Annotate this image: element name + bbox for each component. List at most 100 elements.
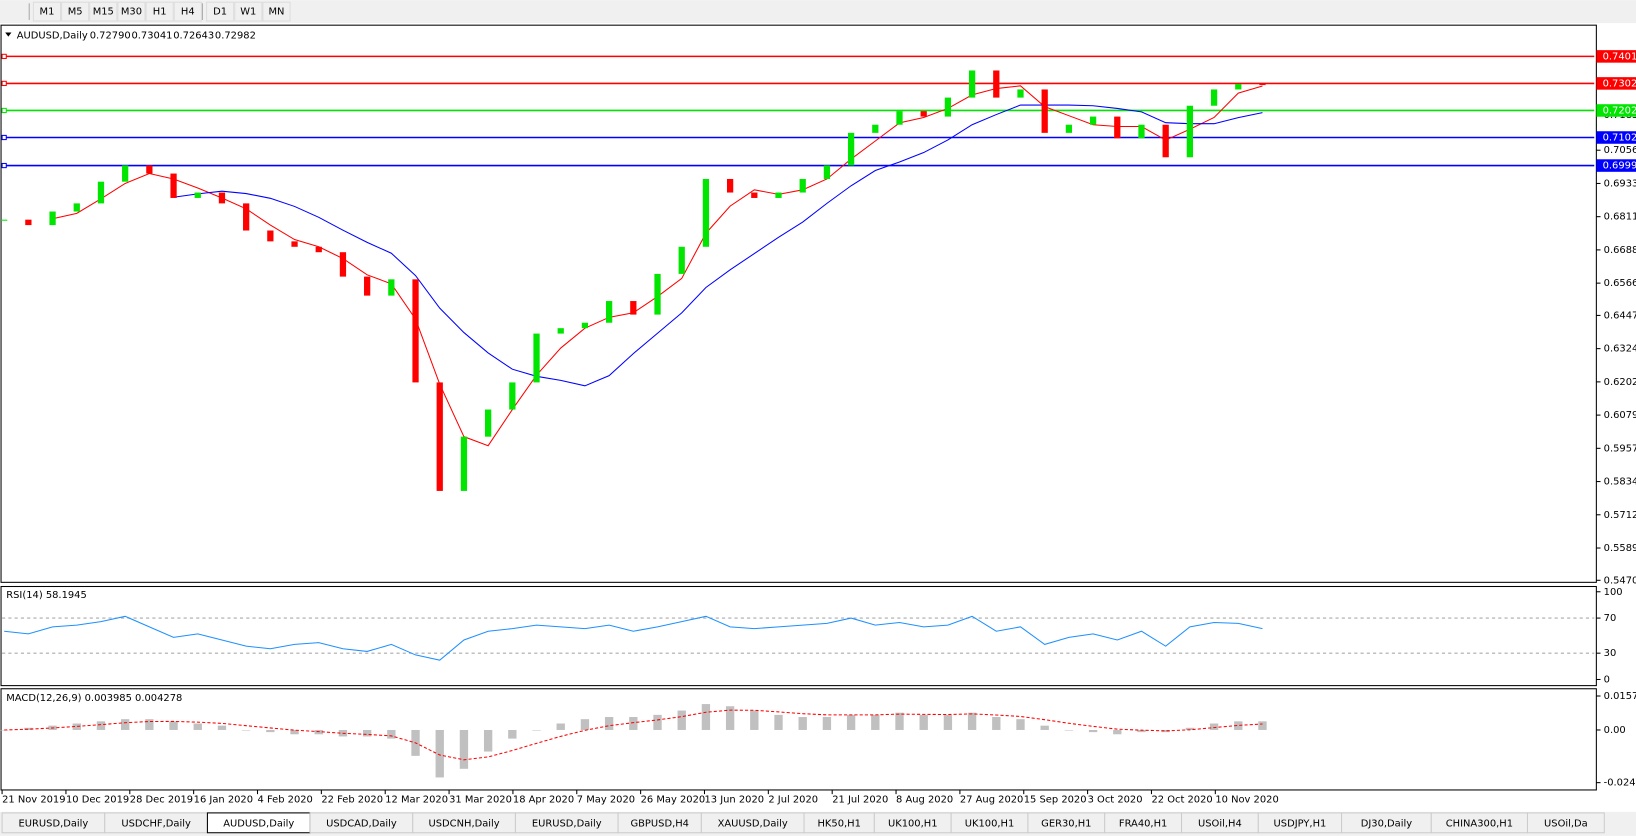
y-tick-label: 0.66885 (1604, 245, 1636, 256)
macd-bar (556, 723, 565, 730)
tab-label[interactable]: USOil,Da (1544, 818, 1588, 829)
tab-label[interactable]: USOil,H4 (1198, 818, 1242, 829)
tab-label[interactable]: EURUSD,Daily (532, 818, 602, 829)
timeframe-label[interactable]: D1 (213, 7, 227, 18)
timeframe-button[interactable] (206, 1, 235, 22)
tab[interactable] (1526, 812, 1605, 834)
y-tick-label: 0 (1604, 674, 1610, 685)
macd-bar (1113, 729, 1122, 735)
candle (630, 301, 637, 315)
macd-bar (435, 729, 444, 778)
candle (872, 124, 879, 133)
tab-label[interactable]: USDCNH,Daily (429, 818, 500, 829)
candle (122, 165, 129, 182)
tab-label[interactable]: UK100,H1 (965, 818, 1015, 829)
timeframe-label[interactable]: H4 (181, 7, 195, 18)
macd-bar (1088, 729, 1098, 733)
tab-label[interactable]: AUDUSD,Daily (223, 818, 294, 829)
macd-bar (1040, 725, 1049, 730)
candle (896, 111, 903, 125)
quote-value: 0.72643 (173, 31, 214, 42)
macd-bar (992, 717, 1001, 730)
macd-bar (774, 714, 783, 730)
macd-bar (362, 729, 372, 737)
tab-label[interactable]: GER30,H1 (1041, 818, 1091, 829)
x-tick-label: 3 Oct 2020 (1088, 794, 1143, 805)
macd-bar (483, 729, 493, 752)
timeframe-button[interactable] (61, 1, 90, 22)
timeframe-label[interactable]: M15 (93, 7, 114, 18)
tab-label[interactable]: CHINA300,H1 (1446, 818, 1513, 829)
header-arrow (5, 32, 12, 37)
x-tick-label: 22 Feb 2020 (321, 794, 383, 805)
macd-bar (241, 729, 251, 731)
candle (799, 178, 806, 193)
y-tick-label: 0.60795 (1604, 410, 1636, 421)
candle (1017, 89, 1024, 98)
candle (1186, 105, 1194, 158)
x-tick-label: 18 Apr 2020 (513, 794, 574, 805)
candle (364, 276, 371, 296)
x-tick-label: 31 Mar 2020 (449, 794, 512, 805)
timeframe-label[interactable]: M30 (121, 7, 142, 18)
macd-bar (750, 710, 759, 730)
tab-label[interactable]: USDCHF,Daily (121, 818, 191, 829)
y-tick-label: 0.55895 (1604, 543, 1636, 554)
timeframe-label[interactable]: W1 (240, 7, 256, 18)
tab-label[interactable]: DJ30,Daily (1361, 818, 1413, 829)
macd-bar (629, 717, 638, 730)
candle (460, 436, 468, 491)
y-tick-label: 30 (1604, 648, 1617, 659)
candle (605, 301, 613, 323)
timeframe-button[interactable] (234, 1, 263, 22)
macd-bar (459, 729, 469, 769)
timeframe-label[interactable]: H1 (153, 7, 167, 18)
timeframe-button[interactable] (89, 1, 118, 22)
level-tag (1596, 50, 1636, 63)
level-tag (1596, 104, 1636, 117)
timeframe-button[interactable] (117, 1, 146, 22)
candle (1065, 124, 1073, 133)
macd-bar (871, 714, 880, 730)
timeframe-button[interactable] (145, 1, 174, 22)
y-tick-label: 0.65660 (1604, 278, 1636, 289)
timeframe-button[interactable] (262, 1, 291, 22)
tab-label[interactable]: EURUSD,Daily (19, 818, 89, 829)
candle (993, 70, 1000, 98)
tab-label[interactable]: USDCAD,Daily (326, 818, 397, 829)
macd-bar (580, 719, 590, 730)
tab-label[interactable]: HK50,H1 (817, 818, 860, 829)
x-tick-label: 28 Dec 2019 (130, 794, 193, 805)
macd-bar (0, 729, 9, 731)
rsi-title: RSI(14) 58.1945 (6, 590, 87, 601)
y-tick-label: 0.70560 (1604, 145, 1636, 156)
tab-label[interactable]: USDJPY,H1 (1274, 818, 1327, 829)
candle (436, 382, 443, 491)
tab-label[interactable]: FRA40,H1 (1119, 818, 1167, 829)
level-label: 0.69995 (1603, 161, 1636, 172)
macd-bar (798, 717, 807, 730)
timeframe-label[interactable]: MN (269, 7, 285, 18)
tab-label[interactable]: UK100,H1 (888, 818, 938, 829)
macd-bar (1064, 729, 1074, 731)
macd-bar (532, 729, 541, 731)
candle (388, 279, 395, 296)
level-label: 0.73023 (1603, 78, 1636, 89)
timeframe-button[interactable] (32, 1, 62, 22)
tab-label[interactable]: GBPUSD,H4 (630, 818, 689, 829)
candle (533, 333, 540, 383)
timeframe-label[interactable]: M5 (68, 7, 83, 18)
candle (146, 165, 153, 174)
timeframe-button[interactable] (173, 1, 202, 22)
macd-bar (1209, 723, 1219, 730)
level-tag (1596, 77, 1636, 90)
y-tick-label: 0.54705 (1604, 575, 1636, 586)
macd-bar (653, 714, 662, 730)
macd-bar (169, 721, 178, 730)
level-handle (1, 80, 7, 87)
macd-bar (145, 719, 154, 730)
tab-label[interactable]: XAUUSD,Daily (718, 818, 788, 829)
level-tag (1596, 131, 1636, 144)
candle (557, 328, 564, 334)
timeframe-label[interactable]: M1 (40, 7, 55, 18)
